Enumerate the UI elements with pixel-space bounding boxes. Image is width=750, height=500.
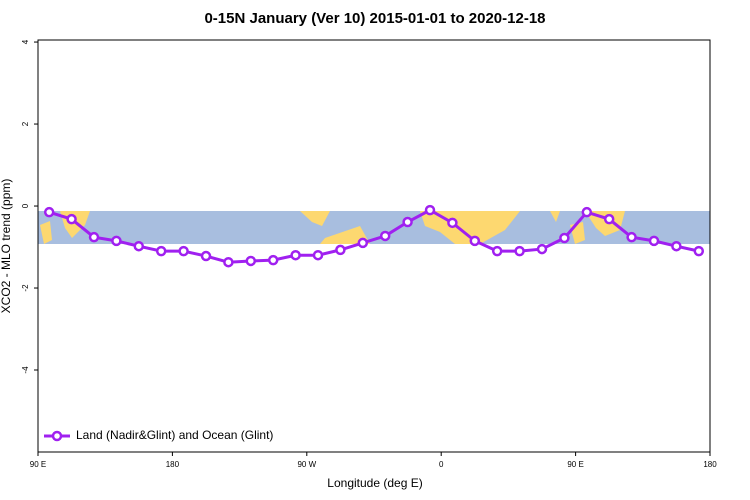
y-tick-label: 4 [21, 39, 30, 44]
data-point [200, 250, 212, 262]
data-point [43, 206, 55, 218]
data-point [379, 230, 391, 242]
data-point [133, 240, 145, 252]
data-point [424, 204, 436, 216]
data-point [402, 216, 413, 228]
data-point [66, 213, 77, 225]
chart-title: 0-15N January (Ver 10) 2015-01-01 to 202… [204, 10, 545, 27]
data-point [357, 237, 369, 249]
legend-label: Land (Nadir&Glint) and Ocean (Glint) [76, 428, 273, 442]
data-point [469, 235, 481, 247]
y-tick-label: 0 [21, 203, 30, 208]
plot-frame [37, 39, 711, 453]
data-point [290, 249, 301, 261]
data-point [491, 245, 503, 257]
y-tick-label: -2 [21, 284, 30, 292]
data-point [626, 231, 637, 243]
data-point [178, 245, 189, 257]
data-point [312, 249, 324, 261]
x-tick-label: 0 [439, 460, 444, 469]
data-point [671, 240, 682, 252]
y-tick-label: -4 [21, 366, 30, 374]
data-point [155, 245, 167, 257]
data-point [693, 245, 705, 257]
x-tick-label: 90 E [30, 460, 46, 469]
data-point [559, 232, 570, 244]
data-point [514, 245, 525, 257]
data-point [335, 244, 346, 256]
y-axis-label: XCO2 - MLO trend (ppm) [0, 179, 13, 314]
data-point [111, 235, 122, 247]
x-tick-label: 180 [166, 460, 180, 469]
data-point [88, 231, 100, 243]
x-tick-label: 180 [703, 460, 717, 469]
x-tick-label: 90 W [297, 460, 316, 469]
data-point [581, 206, 593, 218]
data-point [447, 217, 458, 229]
legend-marker [51, 430, 63, 442]
data-point [245, 255, 257, 267]
x-axis-label: Longitude (deg E) [327, 476, 422, 490]
y-tick-label: 2 [21, 121, 30, 126]
x-tick-label: 90 E [567, 460, 583, 469]
data-point [536, 243, 548, 255]
data-point [603, 213, 615, 225]
data-point [223, 256, 234, 268]
data-point [648, 235, 660, 247]
data-point [267, 254, 279, 266]
